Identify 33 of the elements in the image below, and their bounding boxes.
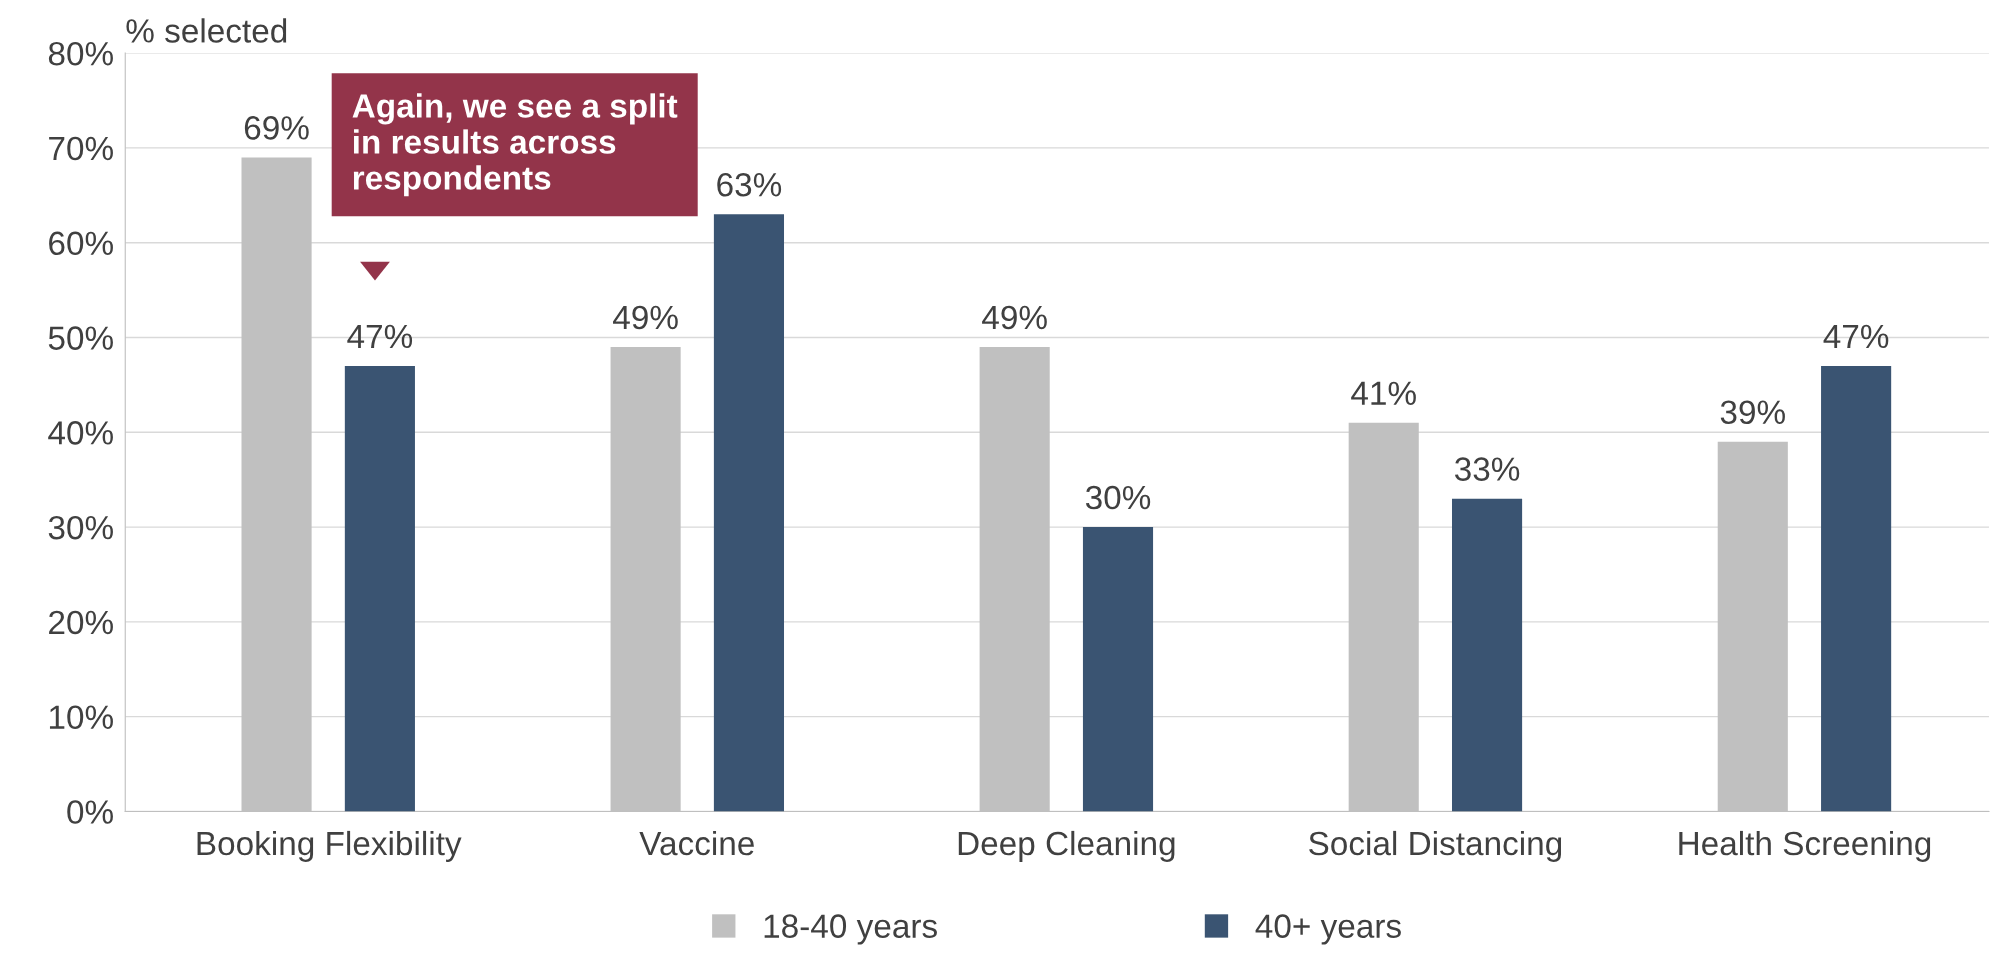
x-tick-label: Booking Flexibility (197, 830, 462, 862)
y-tick-label: 40% (48, 421, 113, 445)
x-tick-label: Social Distancing (1309, 830, 1562, 862)
y-tick-label: 80% (48, 41, 113, 66)
x-tick-label: Vaccine (639, 830, 754, 856)
y-tick-label: 60% (49, 231, 113, 256)
y-tick-label: 30% (48, 515, 113, 540)
bar (344, 365, 415, 812)
data-label: 63% (717, 172, 782, 197)
x-tick-label: Health Screening (1679, 830, 1931, 862)
annotation: Again, we see a split in results across respondents (352, 93, 678, 197)
x-tick-label: Deep Cleaning (958, 830, 1175, 862)
y-tick-label: 20% (49, 610, 113, 635)
y-tick-label: 50% (48, 326, 113, 350)
data-label: 49% (982, 305, 1047, 330)
data-label: 41% (1351, 381, 1416, 405)
data-label: 47% (1823, 324, 1889, 349)
data-label: 69% (244, 116, 309, 140)
data-label: 30% (1085, 485, 1151, 510)
y-axis-title: % selected (126, 18, 287, 43)
data-label: 47% (347, 324, 413, 349)
data-label: 39% (1720, 400, 1785, 425)
y-tick-label: 10% (49, 705, 113, 730)
bar (1082, 527, 1154, 812)
data-label: 33% (1454, 457, 1520, 481)
data-label: 49% (613, 305, 678, 330)
legend-label: 18-40 years (764, 914, 937, 945)
bar (1821, 365, 1892, 812)
legend-label: 40+ years (1255, 914, 1401, 945)
bar (1452, 498, 1523, 812)
bar (713, 214, 785, 812)
y-tick-label: 70% (49, 136, 113, 161)
y-tick-label: 0% (67, 800, 113, 824)
